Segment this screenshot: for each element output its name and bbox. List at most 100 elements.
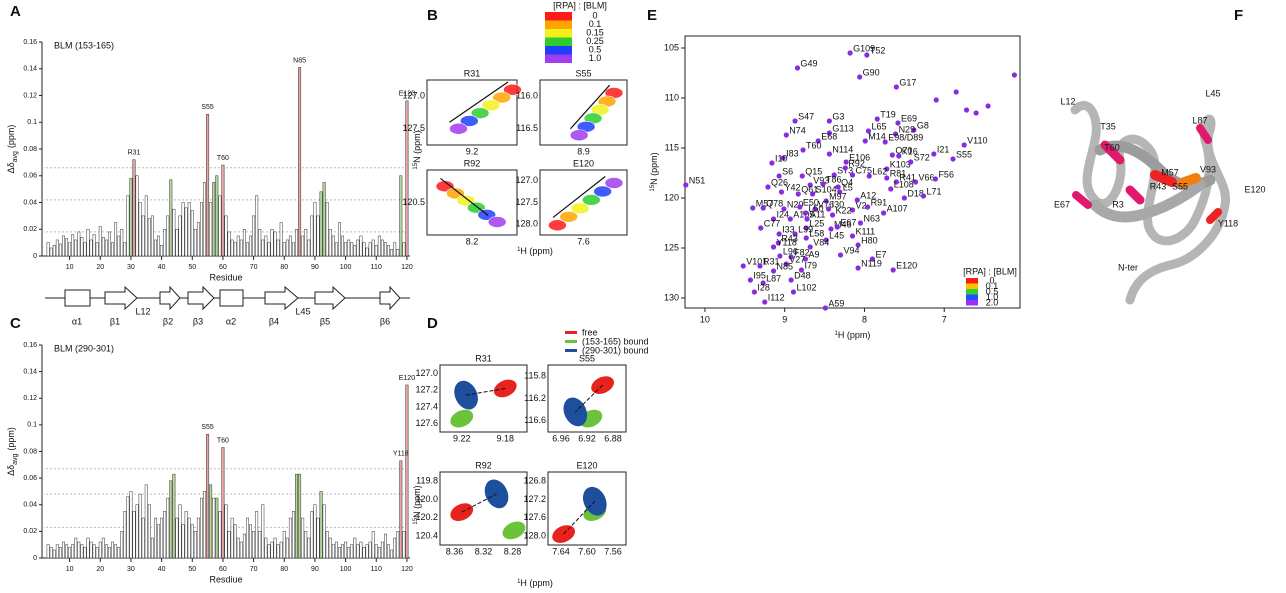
inset-x-tick: 6.96	[552, 433, 570, 443]
inset-y-tick: 127.5	[515, 197, 538, 207]
protein-ribbon	[1070, 101, 1231, 305]
bar	[405, 384, 409, 559]
bar	[396, 249, 400, 257]
bar	[249, 235, 253, 257]
nmr-peak	[837, 252, 844, 258]
inset-frame	[539, 79, 628, 146]
peak-label: A59	[828, 298, 844, 308]
bar	[58, 243, 62, 257]
bar	[83, 242, 87, 257]
bar	[239, 239, 243, 257]
legend-title: [RPA] : [BLM]	[963, 266, 1017, 276]
bar	[285, 537, 289, 559]
y-tick-label: 125	[664, 242, 679, 252]
contour	[548, 219, 567, 232]
contour	[559, 211, 579, 223]
bar	[383, 242, 387, 257]
bar	[276, 239, 280, 257]
bar	[301, 517, 305, 559]
nmr-peak	[822, 305, 828, 311]
bar	[273, 537, 277, 559]
nmr-peak	[815, 138, 821, 144]
nmr-peak	[810, 191, 816, 197]
legend-swatch	[545, 46, 572, 55]
strand	[104, 285, 138, 311]
bar	[310, 215, 314, 257]
bar	[169, 179, 173, 257]
nmr-peak	[901, 195, 907, 201]
bar	[147, 218, 151, 257]
bar	[362, 242, 366, 257]
bar	[203, 491, 207, 559]
inset-y-tick: 115.8	[524, 371, 546, 381]
x-tick-label: 9	[782, 314, 787, 324]
bar	[132, 159, 136, 257]
legend-swatch	[545, 54, 572, 63]
nmr-peak	[950, 156, 956, 162]
bar	[233, 524, 237, 559]
bar	[147, 504, 151, 559]
bar	[374, 544, 378, 559]
bar	[402, 242, 406, 257]
x-axis-label-main: H (ppm)	[520, 578, 553, 588]
inset-y-tick: 116.0	[516, 91, 538, 101]
peak-label: L58	[809, 228, 824, 238]
inset-y-tick: 127.2	[523, 494, 546, 504]
x-tick-label: 120	[401, 264, 413, 271]
legend-label: 0.15	[586, 27, 604, 37]
legend-label: 1.0	[589, 53, 602, 63]
bar	[104, 239, 108, 257]
peak-label: E120	[896, 260, 917, 270]
nmr-peak	[862, 138, 868, 144]
peak-label: A11	[810, 209, 825, 219]
bar	[227, 531, 231, 559]
bar	[322, 504, 326, 559]
bar	[120, 229, 124, 257]
legend-label: 0.1	[589, 19, 602, 29]
x-tick-label: 80	[280, 264, 288, 271]
nmr-peak	[769, 160, 775, 166]
peak-label: G3	[832, 111, 844, 121]
bar	[117, 547, 121, 559]
peak-label: N51	[689, 175, 706, 185]
peak-label: L108	[894, 179, 914, 189]
y-tick-label: 105	[664, 42, 679, 52]
legend-label: (290-301) bound	[582, 345, 649, 355]
peak-label: V93	[813, 175, 829, 185]
peak-label: T19	[880, 109, 896, 119]
x-tick-label: 20	[96, 566, 104, 573]
nmr-peak	[798, 267, 805, 273]
y-tick-label: 0.02	[23, 226, 37, 233]
structure-label: L12	[135, 306, 150, 316]
peak-label: V101	[746, 256, 767, 266]
bar	[331, 235, 335, 257]
peak-label: L25	[809, 218, 824, 228]
peak-label: I30	[832, 199, 845, 209]
bar	[325, 202, 329, 257]
bar	[374, 245, 378, 257]
bar	[304, 531, 308, 559]
peak-label: C77	[764, 218, 781, 228]
bar	[405, 100, 409, 257]
bar	[55, 239, 59, 257]
bar	[236, 235, 240, 257]
bar	[71, 234, 75, 257]
bar	[199, 497, 203, 559]
y-tick-label: 0.12	[23, 92, 37, 99]
bar	[362, 547, 366, 559]
y-axis-label: Δδavg (ppm)	[6, 125, 19, 174]
y-axis-label-sub: avg	[12, 151, 19, 162]
peak-label: Q61	[801, 184, 818, 194]
inset-x-tick: 7.56	[604, 546, 622, 556]
inset-y-tick: 127.6	[415, 418, 438, 428]
bar	[252, 531, 256, 559]
bar	[89, 239, 93, 257]
bar	[61, 235, 65, 257]
peak-label: G109	[853, 43, 875, 53]
peak-label: I21	[937, 144, 950, 154]
nmr-peak	[881, 210, 887, 216]
contour	[593, 185, 612, 198]
inset-y-tick: 127.2	[415, 385, 438, 395]
bar	[239, 541, 243, 559]
x-tick-label: 110	[371, 264, 382, 271]
